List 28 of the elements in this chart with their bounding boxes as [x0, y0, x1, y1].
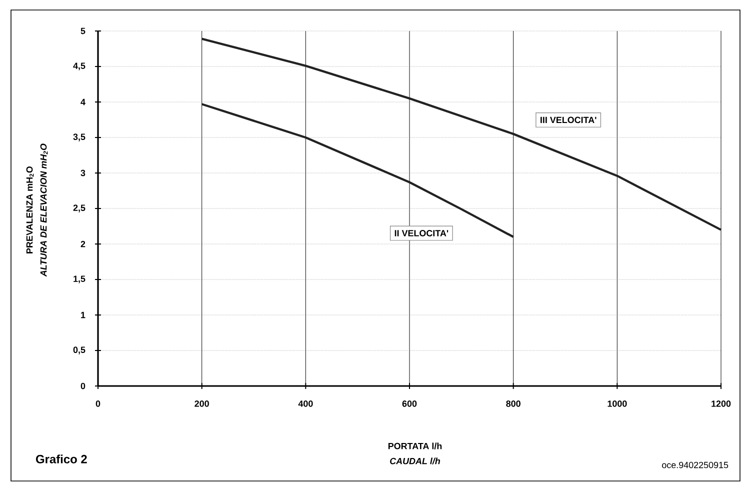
line-series: [200, 103, 514, 238]
text: III VELOCITA': [540, 116, 596, 124]
x-tick-label: 400: [298, 400, 313, 407]
text: oce.9402250915: [662, 462, 728, 468]
y-tick-label: 2,5: [73, 204, 86, 212]
y-tick-label: 1: [81, 312, 86, 318]
y-tick-label: 4,5: [73, 62, 86, 70]
y-tick-label: 5: [80, 28, 86, 34]
y-tick-label: 0,5: [73, 346, 86, 354]
y-tick-label: 1,5: [74, 276, 86, 284]
y-tick-label: 0: [80, 382, 86, 390]
y-tick-label: 4: [80, 98, 86, 106]
line-series: [200, 38, 722, 231]
x-tick-label: 1000: [608, 400, 627, 407]
x-axis-title: PORTATA l/h: [388, 442, 442, 450]
text: CAUDAL l/h: [390, 458, 440, 464]
y-tick-label: 3: [80, 170, 86, 176]
text: ALTURA DE ELEVACION mH$_{2}$O: [40, 144, 48, 277]
y-tick-label: 2: [80, 240, 86, 248]
text: II VELOCITA': [394, 230, 448, 236]
x-tick-label: 800: [506, 400, 520, 407]
y-axis-title: PREVALENZA mH$_{2}$O: [26, 166, 34, 254]
y-tick-label: 3,5: [73, 134, 86, 142]
text: Grafico 2: [36, 454, 87, 464]
x-tick-label: 200: [194, 400, 209, 407]
x-tick-label: 1200: [712, 400, 731, 407]
x-tick-label: 600: [402, 400, 417, 407]
x-tick-label: 0: [96, 400, 100, 407]
